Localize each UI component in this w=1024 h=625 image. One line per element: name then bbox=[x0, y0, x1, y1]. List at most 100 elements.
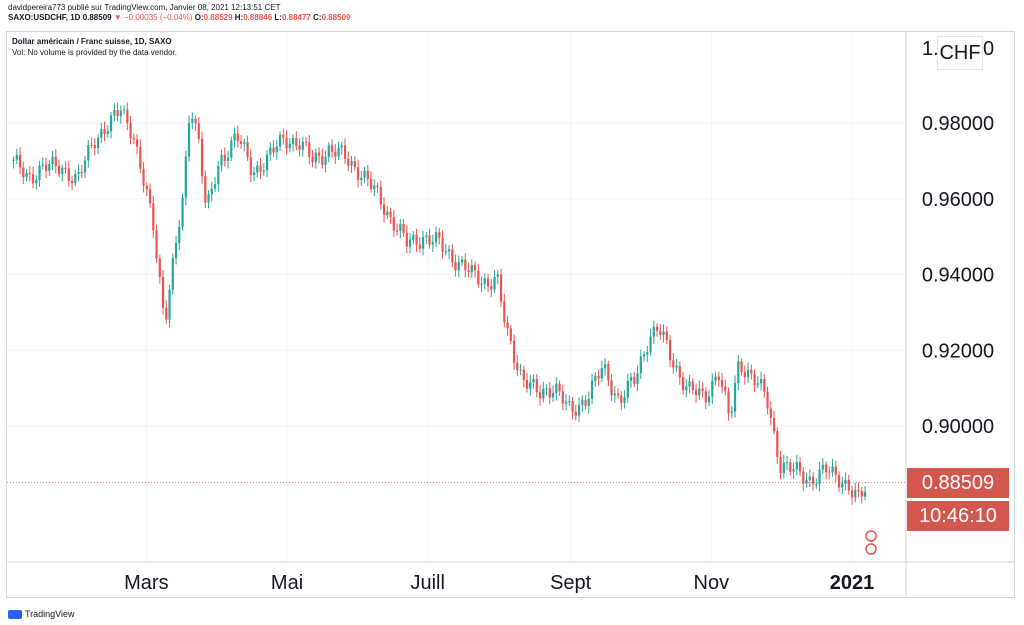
candle-body bbox=[317, 152, 321, 157]
candle-body bbox=[496, 274, 499, 277]
candle-body bbox=[324, 157, 327, 165]
footer-brand[interactable]: TradingView bbox=[8, 609, 75, 619]
candle-body bbox=[545, 388, 548, 390]
candle-body bbox=[57, 166, 61, 174]
chart-title: Dollar américain / Franc suisse, 1D, SAX… bbox=[12, 37, 172, 46]
x-tick-label: Sept bbox=[550, 572, 592, 594]
countdown-label: 10:46:10 bbox=[907, 501, 1009, 531]
candle-body bbox=[70, 180, 74, 184]
candle-body bbox=[77, 172, 80, 174]
candle-body bbox=[652, 326, 655, 337]
candle-body bbox=[145, 185, 148, 190]
candle-body bbox=[282, 134, 285, 138]
candle-body bbox=[304, 141, 308, 143]
candle-body bbox=[720, 380, 724, 387]
candle-body bbox=[785, 462, 789, 464]
candle-body bbox=[597, 375, 600, 379]
candle-body bbox=[54, 156, 57, 167]
candle-body bbox=[360, 177, 363, 181]
candle-body bbox=[265, 154, 269, 171]
candle-body bbox=[538, 392, 542, 399]
candle-body bbox=[93, 145, 96, 149]
candle-body bbox=[636, 373, 639, 384]
candle-body bbox=[535, 378, 538, 393]
candle-body bbox=[223, 154, 226, 162]
event-marker-icon bbox=[865, 543, 877, 555]
candle-body bbox=[831, 466, 834, 473]
candle-body bbox=[15, 154, 18, 160]
candle-body bbox=[551, 393, 555, 398]
quote-line: SAXO:USDCHF, 1D 0.88509 ▼ −0.00035 (−0.0… bbox=[8, 13, 350, 23]
candle-body bbox=[506, 322, 509, 329]
candle-body bbox=[194, 118, 197, 124]
currency-button[interactable]: CHF bbox=[937, 36, 983, 70]
candle-body bbox=[226, 157, 230, 162]
candle-body bbox=[685, 386, 688, 391]
candle-body bbox=[626, 380, 629, 398]
candle-body bbox=[74, 173, 77, 184]
candle-body bbox=[516, 362, 519, 370]
candle-body bbox=[308, 142, 311, 158]
candle-body bbox=[678, 365, 681, 378]
candle-body bbox=[48, 163, 51, 171]
candle-body bbox=[441, 237, 444, 252]
candle-body bbox=[61, 167, 64, 174]
candle-body bbox=[750, 369, 753, 374]
candle-body bbox=[291, 137, 295, 144]
candle-body bbox=[649, 336, 652, 353]
candle-body bbox=[239, 141, 243, 144]
candle-body bbox=[12, 159, 15, 161]
candle-body bbox=[233, 133, 236, 141]
candle-body bbox=[334, 151, 337, 157]
y-tick-label-top-tail: 0 bbox=[983, 38, 994, 60]
candle-body bbox=[311, 157, 314, 163]
candle-body bbox=[698, 388, 701, 396]
candle-body bbox=[213, 184, 217, 189]
candle-body bbox=[252, 172, 256, 176]
candle-body bbox=[681, 377, 685, 391]
candle-body bbox=[600, 368, 603, 379]
candle-body bbox=[356, 167, 360, 181]
candle-body bbox=[412, 234, 415, 240]
candle-body bbox=[769, 408, 772, 419]
brand-name: TradingView bbox=[25, 609, 75, 619]
candle-body bbox=[568, 401, 571, 403]
candle-body bbox=[525, 379, 529, 389]
symbol-label: SAXO:USDCHF, 1D bbox=[8, 13, 81, 22]
current-price-label: 0.88509 bbox=[907, 468, 1009, 498]
change-value: −0.00035 (−0.04%) bbox=[124, 13, 193, 22]
candle-body bbox=[191, 118, 194, 123]
candle-body bbox=[421, 237, 425, 249]
low-value: 0.88477 bbox=[281, 13, 311, 22]
candle-body bbox=[100, 129, 103, 138]
candle-body bbox=[187, 122, 191, 157]
candle-body bbox=[590, 380, 594, 399]
candle-body bbox=[743, 372, 746, 378]
candle-body bbox=[467, 270, 470, 273]
candle-body bbox=[740, 361, 743, 373]
candle-body bbox=[363, 170, 366, 178]
published-line: davidpereira773 publié sur TradingView.c… bbox=[8, 3, 281, 12]
candle-body bbox=[844, 479, 847, 484]
candle-body bbox=[603, 364, 607, 369]
y-tick-label: 0.92000 bbox=[922, 340, 994, 362]
candle-body bbox=[746, 369, 750, 378]
candle-body bbox=[532, 378, 535, 383]
x-tick-label: Juill bbox=[410, 572, 444, 594]
candle-body bbox=[67, 168, 70, 181]
candle-body bbox=[343, 145, 347, 159]
candle-body bbox=[220, 154, 223, 166]
publication-header: davidpereira773 publié sur TradingView.c… bbox=[8, 3, 350, 23]
candle-body bbox=[493, 276, 496, 290]
candle-body bbox=[639, 356, 642, 374]
candle-body bbox=[119, 110, 122, 117]
candle-body bbox=[340, 145, 343, 148]
candle-body bbox=[620, 395, 623, 403]
candle-body bbox=[759, 378, 763, 384]
candle-body bbox=[327, 145, 330, 158]
candle-body bbox=[44, 164, 48, 171]
candle-body bbox=[272, 147, 275, 153]
candle-body bbox=[278, 134, 282, 147]
candle-body bbox=[41, 164, 44, 166]
